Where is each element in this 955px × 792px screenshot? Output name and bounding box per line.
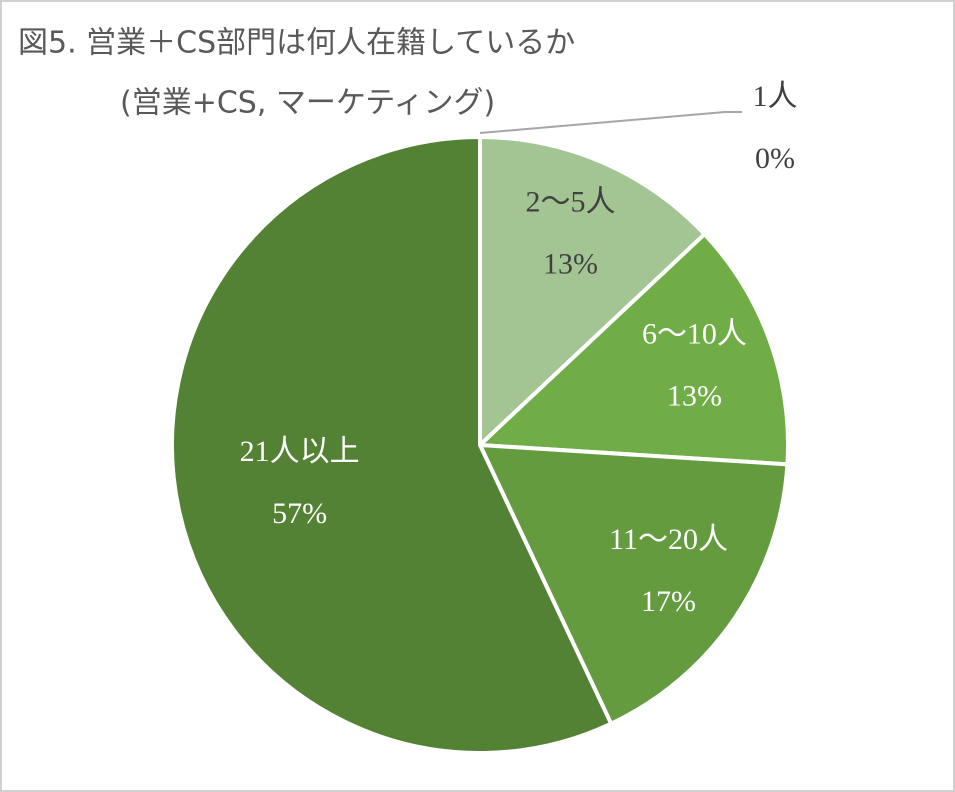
chart-subtitle: (営業+CS, マーケティング): [120, 86, 495, 121]
data-value-label: 13%: [543, 248, 598, 281]
data-value-label: 57%: [272, 497, 327, 530]
leader-line: [479, 111, 742, 134]
pie-slice: [478, 135, 707, 447]
data-value-label: 13%: [667, 380, 722, 413]
data-value-label: 17%: [641, 585, 696, 618]
data-category-label: 2〜5人: [526, 186, 616, 219]
pie-slice: [170, 135, 614, 755]
chart-title: 図5. 営業＋CS部門は何人在籍しているか: [18, 26, 575, 61]
data-category-label: 11〜20人: [609, 523, 728, 556]
data-category-label: 6〜10人: [642, 318, 747, 351]
data-value-label: 0%: [755, 142, 795, 175]
data-category-label: 1人: [753, 80, 798, 113]
pie-slice: [478, 443, 790, 726]
pie-slice: [478, 232, 790, 467]
data-category-label: 21人以上: [240, 435, 360, 468]
